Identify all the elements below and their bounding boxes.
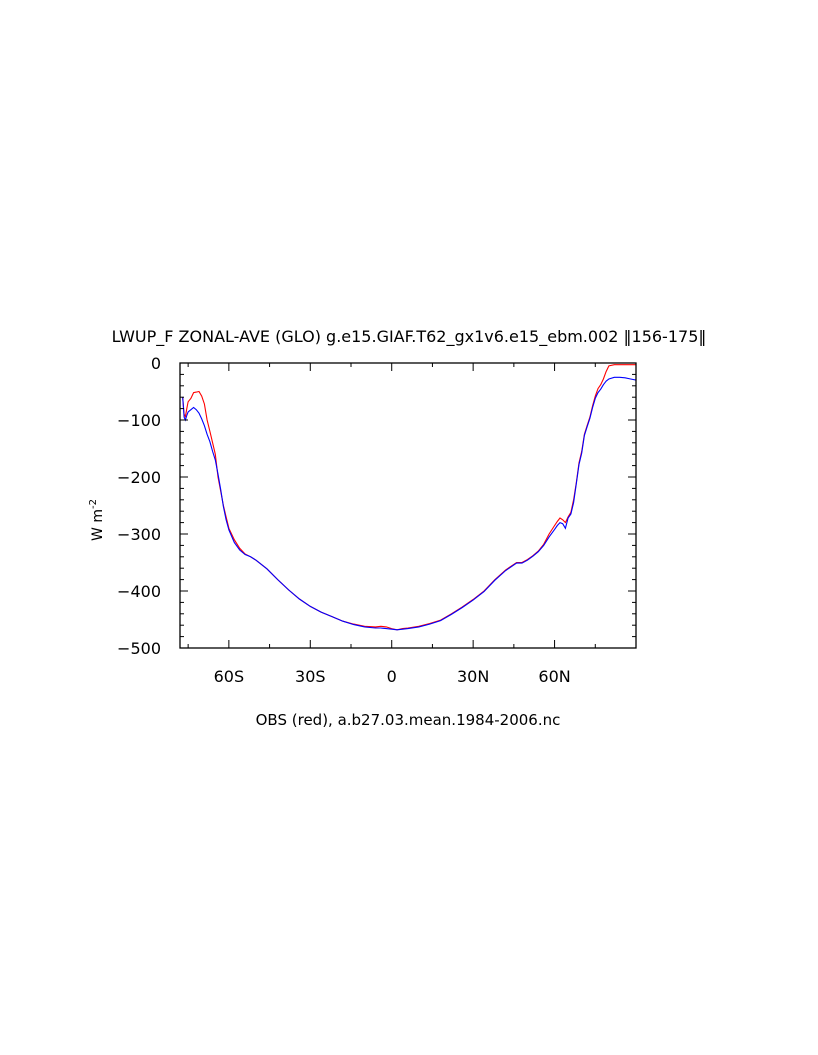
x-tick-label: 30N <box>457 667 489 686</box>
y-tick-label: −200 <box>117 468 161 487</box>
y-tick-label: −500 <box>117 639 161 658</box>
y-tick-label: −100 <box>117 411 161 430</box>
plot-frame <box>179 362 637 649</box>
x-tick-label: 60N <box>538 667 570 686</box>
y-axis-label: W m-2 <box>88 499 106 541</box>
y-axis-label-text: W m <box>90 509 106 541</box>
y-axis-label-exponent: -2 <box>88 499 99 509</box>
y-tick-label: −300 <box>117 525 161 544</box>
y-tick-label: 0 <box>151 354 161 373</box>
x-tick-label: 0 <box>387 667 397 686</box>
x-axis-label: OBS (red), a.b27.03.mean.1984-2006.nc <box>256 711 561 729</box>
y-tick-label: −400 <box>117 582 161 601</box>
x-tick-label: 60S <box>214 667 245 686</box>
axis-layer: 60S 30S 0 30N 60N 0 −100 −200 −300 −400 −500 <box>117 354 636 686</box>
x-tick-label: 30S <box>295 667 326 686</box>
chart-title: LWUP_F ZONAL-AVE (GLO) g.e15.GIAF.T62_gx… <box>112 327 707 347</box>
series-line-1 <box>182 364 636 631</box>
series-layer <box>182 364 637 631</box>
series-line-2 <box>182 376 637 631</box>
